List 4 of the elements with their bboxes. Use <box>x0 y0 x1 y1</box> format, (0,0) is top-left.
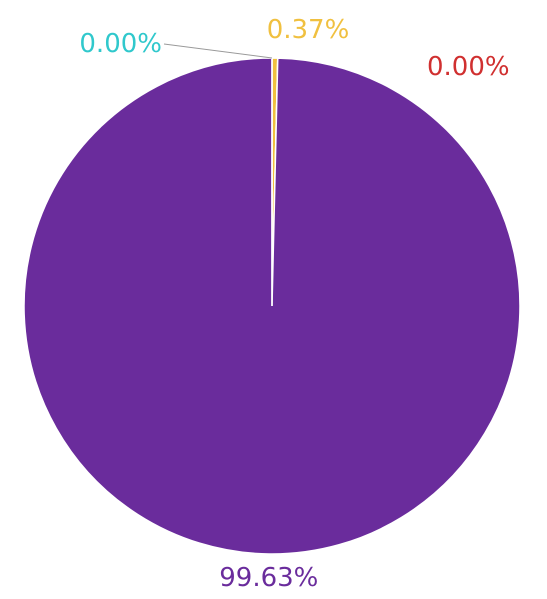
text: 0.00% <box>79 29 162 59</box>
text: 0.00% <box>427 52 510 82</box>
data-label: 99.63% <box>219 562 318 593</box>
data-label: 0.37% <box>266 15 350 45</box>
